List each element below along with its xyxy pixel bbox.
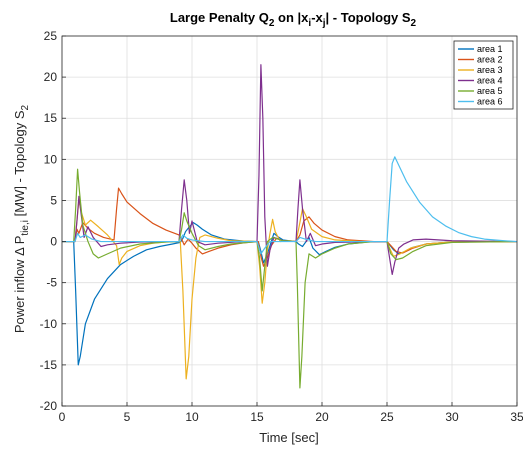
y-tick-label: -20: [40, 399, 58, 413]
x-tick-label: 0: [59, 410, 66, 424]
legend-entry: area 4: [477, 76, 503, 86]
x-tick-label: 30: [445, 410, 459, 424]
y-tick-label: 20: [44, 70, 58, 84]
legend-entry: area 3: [477, 65, 503, 75]
x-tick-label: 25: [380, 410, 394, 424]
y-tick-label: 25: [44, 29, 58, 43]
legend-entry: area 6: [477, 97, 503, 107]
y-axis-label: Power inflow Δ Ptie,i [MW] - Topology S2: [12, 104, 31, 333]
x-axis-label: Time [sec]: [259, 430, 318, 445]
chart-title: Large Penalty Q2 on |xi-xj| - Topology S…: [170, 10, 417, 29]
x-tick-label: 35: [510, 410, 523, 424]
legend-box: [453, 40, 514, 110]
series-lines: [62, 64, 518, 389]
x-tick-label: 10: [185, 410, 199, 424]
x-tick-label: 20: [315, 410, 329, 424]
series-line-area-4: [62, 64, 518, 276]
x-tick-label: 5: [124, 410, 131, 424]
y-axis-ticks: -20 -15 -10 -5 0 5 10 15 20 25: [40, 29, 66, 413]
y-tick-label: -10: [40, 317, 58, 331]
legend-entry: area 5: [477, 86, 503, 96]
series-line-area-6: [62, 156, 518, 255]
y-tick-label: -15: [40, 358, 58, 372]
plot-area-border: [61, 35, 518, 407]
y-tick-label: 5: [50, 193, 57, 207]
y-tick-label: -5: [46, 276, 57, 290]
legend-entry: area 2: [477, 55, 503, 65]
x-tick-label: 15: [250, 410, 264, 424]
y-tick-label: 10: [44, 152, 58, 166]
x-axis-ticks: 0 5 10 15 20 25 30 35: [59, 402, 523, 424]
y-tick-label: 0: [50, 235, 57, 249]
y-tick-label: 15: [44, 111, 58, 125]
legend-entry: area 1: [477, 44, 503, 54]
